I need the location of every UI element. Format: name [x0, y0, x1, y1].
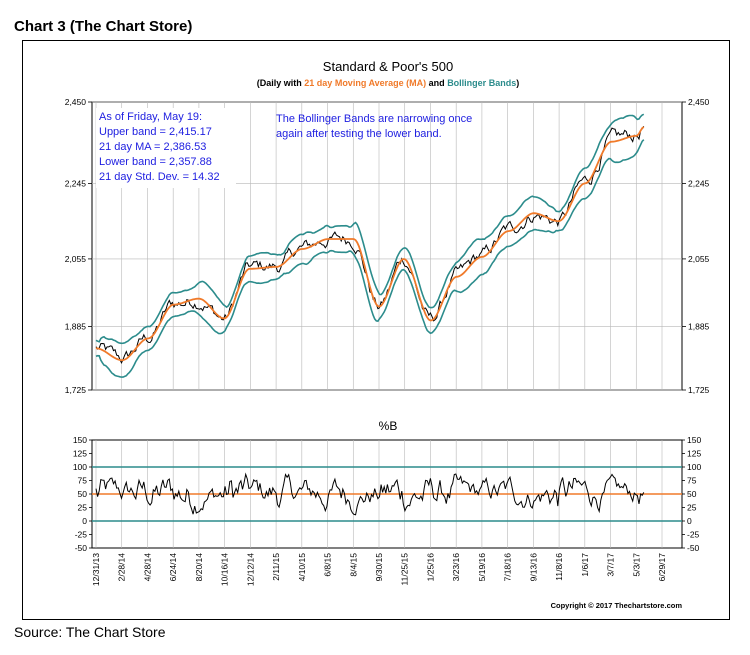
- x-tick-label: 8/20/14: [194, 553, 204, 582]
- y-tick-label-right: 2,450: [688, 97, 710, 107]
- percentb-tick-label-right: 125: [687, 449, 701, 459]
- upper-bollinger-band: [95, 113, 645, 345]
- y-tick-label-left: 2,450: [65, 97, 87, 107]
- source-note: Source: The Chart Store: [14, 624, 166, 640]
- subtitle-ma-label: 21 day Moving Average (MA): [304, 78, 426, 88]
- percentb-tick-label-left: 50: [78, 489, 88, 499]
- percentb-tick-label-left: 75: [78, 476, 88, 486]
- percentb-tick-label-left: 100: [73, 462, 87, 472]
- page-heading: Chart 3 (The Chart Store): [14, 18, 193, 35]
- percentb-tick-label-right: -25: [687, 530, 700, 540]
- price-layer: [92, 113, 682, 522]
- y-tick-label-right: 2,245: [688, 178, 710, 188]
- annotation-line-2: again after testing the lower band.: [276, 128, 442, 140]
- info-line-date: As of Friday, May 19:: [99, 111, 202, 123]
- percentb-tick-label-left: 150: [73, 435, 87, 445]
- copyright-note: Copyright © 2017 Thechartstore.com: [551, 601, 683, 610]
- x-tick-label: 3/7/17: [606, 553, 616, 577]
- percentb-tick-label-right: 150: [687, 435, 701, 445]
- x-tick-label: 5/19/16: [477, 553, 487, 582]
- percentb-tick-label-right: 50: [687, 489, 697, 499]
- percentb-tick-label-left: 0: [82, 516, 87, 526]
- info-line-lower-band: Lower band = 2,357.88: [99, 156, 212, 168]
- x-tick-label: 10/16/14: [220, 553, 230, 586]
- percentb-tick-label-left: 125: [73, 449, 87, 459]
- x-tick-label: 8/4/15: [348, 553, 358, 577]
- chart-title: Standard & Poor's 500: [323, 59, 453, 74]
- x-tick-label: 5/3/17: [631, 553, 641, 577]
- percentb-title: %B: [379, 419, 398, 433]
- moving-average-line: [95, 126, 645, 362]
- x-tick-label: 6/24/14: [168, 553, 178, 582]
- info-box: [96, 108, 236, 188]
- x-tick-label: 1/25/16: [425, 553, 435, 582]
- percentb-tick-label-right: 75: [687, 476, 697, 486]
- annotation-line-1: The Bollinger Bands are narrowing once: [276, 113, 472, 125]
- percentb-tick-label-left: 25: [78, 503, 88, 513]
- y-tick-label-right: 1,725: [688, 385, 710, 395]
- percentb-tick-label-right: 25: [687, 503, 697, 513]
- subtitle-part-5: ): [516, 78, 519, 88]
- lower-bollinger-band: [95, 139, 645, 378]
- info-line-ma: 21 day MA = 2,386.53: [99, 141, 206, 153]
- x-tick-label: 9/13/16: [528, 553, 538, 582]
- x-tick-label: 9/30/15: [374, 553, 384, 582]
- x-tick-label: 2/11/15: [271, 553, 281, 581]
- percentb-tick-label-right: 0: [687, 516, 692, 526]
- y-tick-label-left: 2,055: [65, 254, 87, 264]
- info-line-upper-band: Upper band = 2,415.17: [99, 126, 212, 138]
- percentb-tick-label-right: 100: [687, 462, 701, 472]
- percentb-tick-label-left: -25: [75, 530, 88, 540]
- x-tick-label: 2/28/14: [117, 553, 127, 582]
- x-tick-label: 4/10/15: [297, 553, 307, 582]
- info-line-std-dev: 21 day Std. Dev. = 14.32: [99, 171, 220, 183]
- subtitle-part-3: and: [426, 78, 447, 88]
- x-tick-label: 11/25/15: [400, 553, 410, 586]
- percentb-line: [95, 472, 645, 516]
- x-tick-label: 6/8/15: [323, 553, 333, 577]
- x-tick-label: 12/31/13: [91, 553, 101, 586]
- x-tick-label: 3/23/16: [451, 553, 461, 582]
- x-tick-label: 12/12/14: [245, 553, 255, 586]
- y-tick-label-left: 2,245: [65, 178, 87, 188]
- percentb-tick-label-left: -50: [75, 543, 88, 553]
- subtitle-bands-label: Bollinger Bands: [447, 78, 516, 88]
- y-tick-label-right: 2,055: [688, 254, 710, 264]
- percentb-tick-label-right: -50: [687, 543, 700, 553]
- y-tick-label-left: 1,885: [65, 321, 87, 331]
- x-tick-label: 6/29/17: [657, 553, 667, 582]
- price-line: [95, 125, 645, 364]
- x-tick-label: 11/8/16: [554, 553, 564, 581]
- x-tick-label: 1/6/17: [580, 553, 590, 577]
- subtitle-part-1: (Daily with: [257, 78, 305, 88]
- x-tick-label: 4/28/14: [142, 553, 152, 582]
- x-tick-label: 7/18/16: [503, 553, 513, 582]
- y-tick-label-right: 1,885: [688, 321, 710, 331]
- chart-subtitle: (Daily with 21 day Moving Average (MA) a…: [257, 78, 519, 88]
- y-tick-label-left: 1,725: [65, 385, 87, 395]
